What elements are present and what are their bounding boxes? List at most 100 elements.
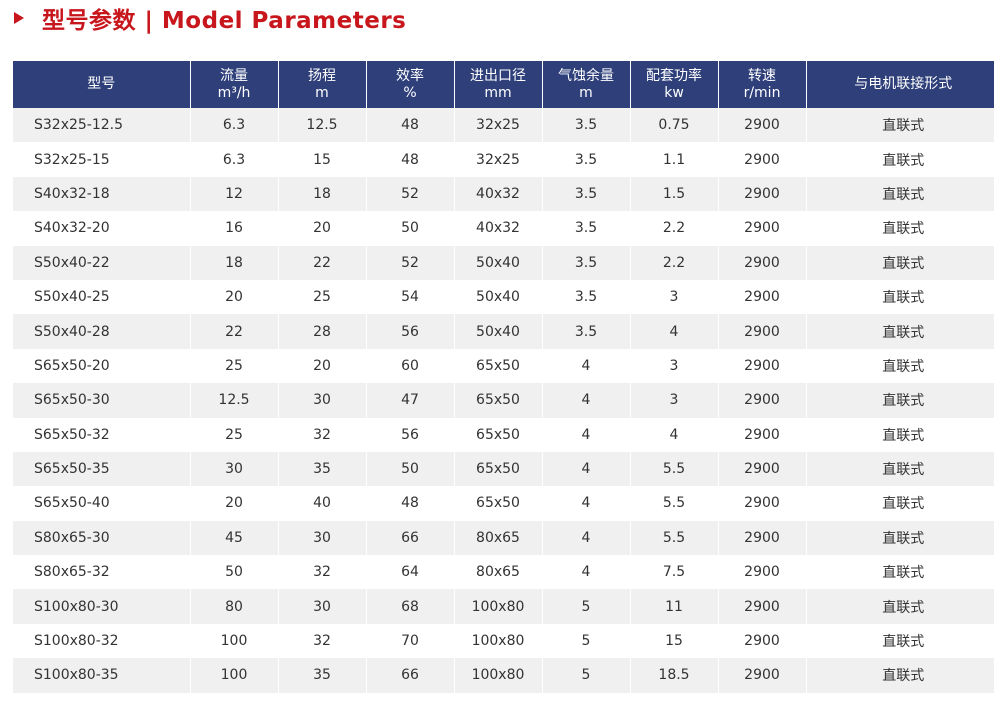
table-cell: 4 [630, 314, 719, 349]
table-cell: 32x25 [454, 142, 543, 177]
table-cell: 32x25 [454, 108, 543, 143]
column-header: 流量 m³/h [190, 61, 279, 108]
table-cell: 直联式 [806, 142, 994, 177]
model-cell: S50x40-22 [13, 245, 191, 280]
table-cell: 40x32 [454, 176, 543, 212]
table-cell: 54 [366, 279, 455, 315]
column-header: 配套功率 kw [630, 61, 719, 108]
model-cell: S65x50-35 [13, 451, 191, 487]
column-header-label: m [579, 84, 593, 101]
table-cell: 45 [190, 520, 279, 556]
table-cell: 2900 [718, 142, 807, 177]
table-cell: 直联式 [806, 211, 994, 246]
section-title-bar: 型号参数 | Model Parameters [14, 0, 406, 36]
table-cell: 18 [278, 176, 367, 212]
column-header: 型号 [13, 61, 191, 108]
table-cell: 3 [630, 348, 719, 384]
table-cell: 直联式 [806, 520, 994, 556]
column-header-label: 扬程 [308, 67, 336, 84]
table-cell: 20 [278, 211, 367, 246]
table-cell: 18.5 [630, 658, 719, 693]
table-cell: 48 [366, 486, 455, 521]
table-cell: 直联式 [806, 589, 994, 624]
model-cell: S65x50-32 [13, 417, 191, 452]
model-cell: S40x32-20 [13, 211, 191, 246]
column-header-label: m³/h [217, 84, 251, 101]
table-row: S50x40-22 18 22 52 50x40 3.5 2.2 2900 直联式 [13, 245, 994, 280]
table-cell: 50x40 [454, 245, 543, 280]
column-header-label: 效率 [396, 67, 424, 84]
table-cell: 5.5 [630, 520, 719, 556]
table-row: S40x32-20 16 20 50 40x32 3.5 2.2 2900 直联式 [13, 211, 994, 246]
table-cell: 3 [630, 279, 719, 315]
table-row: S80x65-32 50 32 64 80x65 4 7.5 2900 直联式 [13, 555, 994, 590]
table-cell: 60 [366, 348, 455, 384]
table-row: S100x80-32 100 32 70 100x80 5 15 2900 直联式 [13, 623, 994, 659]
column-header: 进出口径 mm [454, 61, 543, 108]
table-cell: 100x80 [454, 589, 543, 624]
table-cell: 6.3 [190, 142, 279, 177]
table-row: S40x32-18 12 18 52 40x32 3.5 1.5 2900 直联式 [13, 176, 994, 212]
table-cell: 2900 [718, 383, 807, 418]
table-cell: 25 [190, 417, 279, 452]
table-cell: 4 [542, 383, 631, 418]
header-row: 型号 流量 m³/h 扬程 m 效率% 进出口径 mm 气蚀余量 m 配套功率 kw 转速 r/min 与电… [13, 61, 994, 108]
table-row: S50x40-25 20 25 54 50x40 3.5 3 2900 直联式 [13, 279, 994, 315]
table-cell: 2900 [718, 589, 807, 624]
table-cell: 20 [190, 279, 279, 315]
table-header: 型号 流量 m³/h 扬程 m 效率% 进出口径 mm 气蚀余量 m 配套功率 kw 转速 r/min 与电… [13, 61, 994, 108]
table-body: S32x25-12.5 6.3 12.5 48 32x25 3.5 0.75 2900 直联式 S… [13, 108, 994, 693]
column-header-label: 气蚀余量 [558, 67, 614, 84]
model-cell: S100x80-30 [13, 589, 191, 624]
table-cell: 2900 [718, 348, 807, 384]
table-cell: 35 [278, 658, 367, 693]
table-cell: 32 [278, 623, 367, 659]
table-cell: 25 [278, 279, 367, 315]
table-cell: 5 [542, 589, 631, 624]
column-header: 效率% [366, 61, 455, 108]
column-header: 转速 r/min [718, 61, 807, 108]
column-header: 扬程 m [278, 61, 367, 108]
table-cell: 25 [190, 348, 279, 384]
table-cell: 65x50 [454, 383, 543, 418]
table-cell: 直联式 [806, 245, 994, 280]
table-cell: 32 [278, 417, 367, 452]
table-cell: 7.5 [630, 555, 719, 590]
table-cell: 100x80 [454, 658, 543, 693]
model-cell: S65x50-30 [13, 383, 191, 418]
column-header-label: r/min [743, 84, 781, 101]
column-header: 气蚀余量 m [542, 61, 631, 108]
table-cell: 1.1 [630, 142, 719, 177]
column-header-label: 与电机联接形式 [854, 76, 953, 92]
table-cell: 4 [542, 520, 631, 556]
table-cell: 直联式 [806, 348, 994, 384]
table-cell: 80x65 [454, 555, 543, 590]
table-cell: 80 [190, 589, 279, 624]
table-cell: 40 [278, 486, 367, 521]
table-row: S65x50-35 30 35 50 65x50 4 5.5 2900 直联式 [13, 451, 994, 487]
column-header-label: m [315, 84, 329, 101]
table-cell: 12.5 [278, 108, 367, 143]
table-cell: 直联式 [806, 658, 994, 693]
table-row: S32x25-12.5 6.3 12.5 48 32x25 3.5 0.75 2900 直联式 [13, 108, 994, 143]
table-cell: 3.5 [542, 279, 631, 315]
table-cell: 52 [366, 245, 455, 280]
table-cell: 56 [366, 417, 455, 452]
table-cell: 2900 [718, 555, 807, 590]
model-cell: S65x50-20 [13, 348, 191, 384]
table-row: S100x80-35 100 35 66 100x80 5 18.5 2900 直联式 [13, 658, 994, 693]
table-cell: 2.2 [630, 245, 719, 280]
column-header-label: 配套功率 [646, 67, 702, 84]
table-cell: 20 [190, 486, 279, 521]
table-cell: 1.5 [630, 176, 719, 212]
table-cell: 4 [542, 555, 631, 590]
table-cell: 28 [278, 314, 367, 349]
table-row: S50x40-28 22 28 56 50x40 3.5 4 2900 直联式 [13, 314, 994, 349]
table-row: S65x50-20 25 20 60 65x50 4 3 2900 直联式 [13, 348, 994, 384]
table-cell: 直联式 [806, 176, 994, 212]
table-cell: 直联式 [806, 451, 994, 487]
table-cell: 2900 [718, 279, 807, 315]
table-cell: 5.5 [630, 451, 719, 487]
table-row: S65x50-40 20 40 48 65x50 4 5.5 2900 直联式 [13, 486, 994, 521]
table-cell: 直联式 [806, 108, 994, 143]
